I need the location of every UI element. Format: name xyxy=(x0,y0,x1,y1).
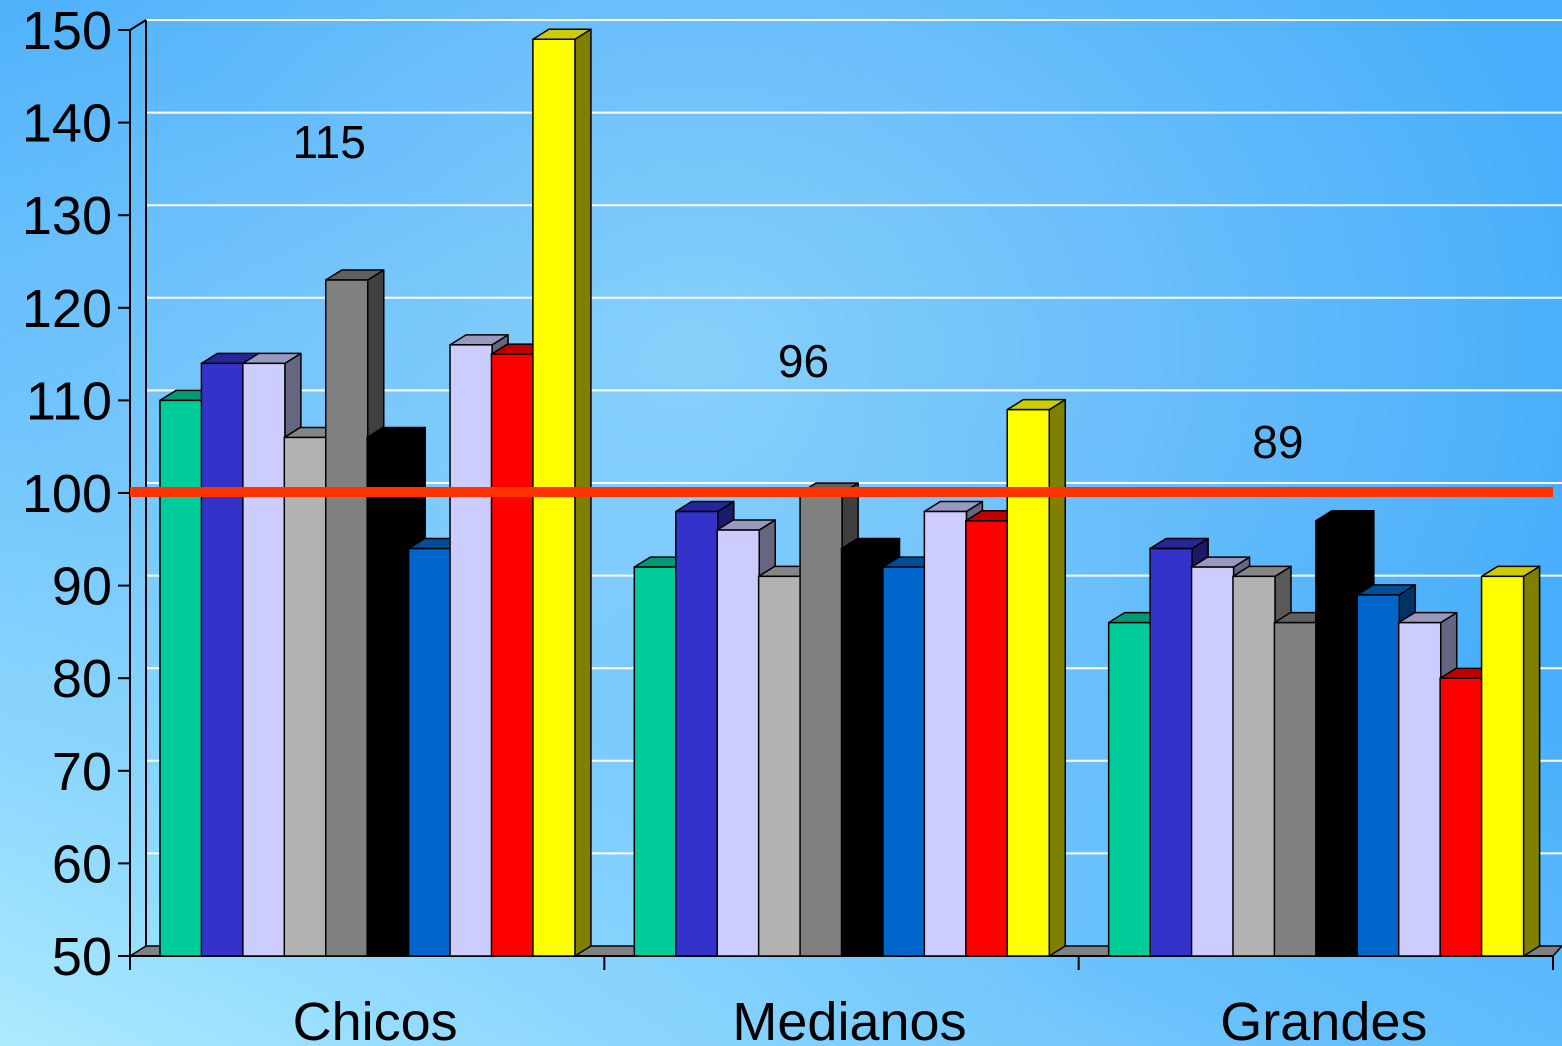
bar xyxy=(799,492,843,957)
bar xyxy=(449,344,493,957)
bar xyxy=(716,529,760,957)
bar xyxy=(324,279,369,957)
bar xyxy=(923,510,968,957)
bar xyxy=(1190,566,1235,957)
x-tick-label: Grandes xyxy=(1220,992,1427,1046)
bar xyxy=(882,566,926,957)
bar xyxy=(965,520,1009,957)
bar xyxy=(283,436,328,957)
bar xyxy=(1315,520,1359,957)
data-label: 96 xyxy=(778,335,829,387)
y-tick-label: 80 xyxy=(52,649,112,709)
bar-side xyxy=(1048,398,1067,957)
x-tick-label: Medianos xyxy=(732,992,966,1046)
y-tick-label: 110 xyxy=(26,371,112,431)
y-tick-label: 140 xyxy=(22,94,112,154)
bar xyxy=(242,362,286,957)
y-axis-depth-edge xyxy=(129,19,147,31)
bar xyxy=(1107,621,1152,957)
y-tick-label: 50 xyxy=(52,927,112,987)
bar xyxy=(1356,594,1401,957)
y-tick-label: 70 xyxy=(52,742,112,802)
y-tick-label: 120 xyxy=(22,279,112,339)
bar xyxy=(1232,575,1276,957)
bar xyxy=(1397,621,1442,957)
y-tick-label: 130 xyxy=(22,186,112,246)
y-tick-label: 90 xyxy=(52,557,112,617)
y-tick-label: 150 xyxy=(22,1,112,61)
bar xyxy=(1439,677,1483,957)
bar xyxy=(1149,547,1193,957)
data-label: 89 xyxy=(1252,416,1303,468)
bar xyxy=(757,575,802,957)
bar xyxy=(633,566,678,957)
bar xyxy=(840,547,885,957)
bar xyxy=(200,362,245,957)
y-tick-label: 100 xyxy=(22,464,112,524)
bar xyxy=(675,510,719,957)
data-label: 115 xyxy=(292,116,365,168)
bar xyxy=(532,38,576,957)
bar xyxy=(407,547,452,957)
x-tick-label: Chicos xyxy=(293,992,458,1046)
bar xyxy=(1006,408,1051,957)
bar xyxy=(366,436,410,957)
bar-side xyxy=(1522,565,1541,957)
bar xyxy=(1480,575,1525,957)
bar xyxy=(159,399,203,957)
bar xyxy=(490,353,535,957)
y-tick-label: 60 xyxy=(52,834,112,894)
bar xyxy=(1273,621,1318,957)
